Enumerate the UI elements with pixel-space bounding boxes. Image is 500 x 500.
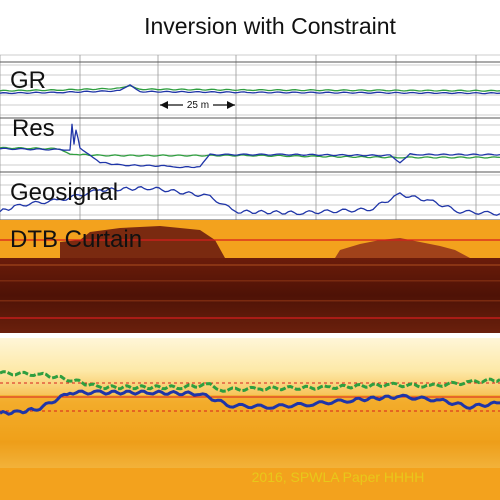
series-geosignal-blue (0, 186, 500, 216)
curtain-gap (0, 333, 500, 338)
series-dtb-curtain-green (0, 370, 500, 393)
curtain-upper-lobe-left (60, 226, 225, 258)
curtain-dark-zone (0, 258, 500, 333)
credit-text: 2016, SPWLA Paper HHHH (252, 469, 425, 485)
series-res-blue (0, 123, 500, 169)
track-label-gr: GR (10, 67, 46, 94)
dtb-curtain (0, 220, 500, 500)
scale-bar: 25 m (160, 98, 235, 111)
curtain-dark-stripe-2 (0, 280, 500, 282)
chart-title: Inversion with Constraint (144, 13, 396, 39)
scale-bar-bg (183, 98, 213, 111)
scale-bar-left-arrow (160, 101, 168, 109)
series-gr-blue (0, 84, 500, 95)
scale-bar-right-arrow (227, 101, 235, 109)
curtain-lower-band (0, 395, 500, 440)
curtain-dark-stripe-3 (0, 300, 500, 302)
track-label-dtb-curtain: DTB Curtain (10, 226, 142, 253)
curtain-upper-lobe-right (335, 238, 470, 258)
curtain-bottom-band (0, 468, 500, 500)
scale-bar-label: 25 m (187, 100, 209, 111)
series-res-green (0, 146, 500, 159)
track-label-res: Res (12, 115, 55, 142)
series-dtb-curtain-blue (0, 389, 500, 416)
log-curves (0, 84, 500, 216)
curtain-curves (0, 370, 500, 416)
track-label-geosignal: Geosignal (10, 179, 118, 206)
series-gr-green (0, 84, 500, 92)
curtain-dark-stripe-1 (0, 264, 500, 266)
